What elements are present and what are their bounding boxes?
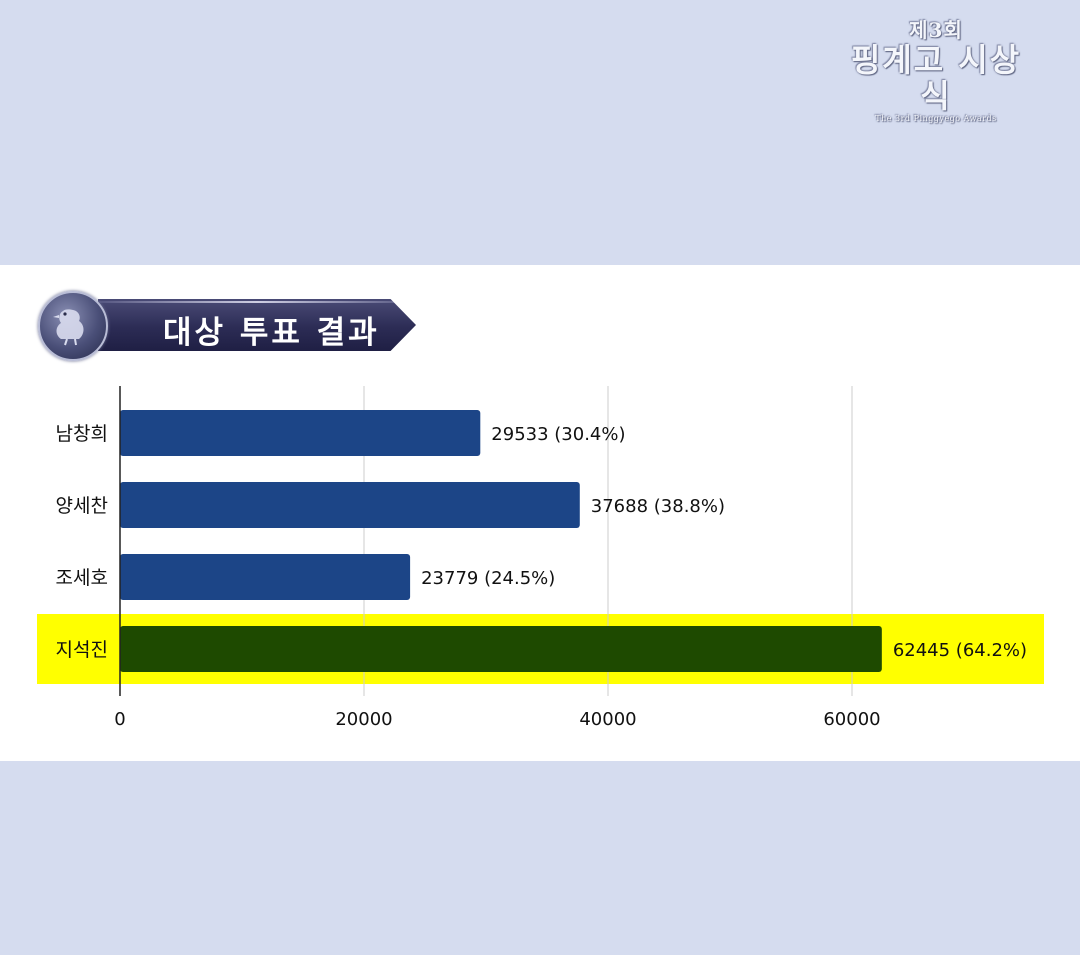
chart-title-badge: 대상 투표 결과 [38,291,416,361]
bar [120,626,882,672]
logo-edition: 제3회 [909,18,963,42]
category-label: 지석진 [56,639,108,661]
bar [120,410,481,456]
bar [120,554,411,600]
logo: 제3회 핑계고 시상식 The 3rd Pinggyego Awards [836,18,1036,124]
x-tick-label: 60000 [823,709,880,730]
pigeon-emblem-icon [38,291,108,361]
category-label: 남창희 [56,423,108,445]
value-label: 37688 (38.8%) [591,496,725,517]
logo-subtitle: The 3rd Pinggyego Awards [875,114,997,123]
value-label: 62445 (64.2%) [893,640,1027,661]
bar [120,482,580,528]
category-label: 조세호 [56,567,108,589]
chart-title: 대상 투표 결과 [163,315,380,351]
value-label: 29533 (30.4%) [491,424,625,445]
x-tick-label: 0 [114,709,125,730]
logo-title: 핑계고 시상식 [850,41,1022,115]
x-tick-label: 20000 [335,709,392,730]
x-tick-label: 40000 [579,709,636,730]
title-ribbon [98,299,416,351]
category-label: 양세찬 [56,495,108,517]
value-label: 23779 (24.5%) [421,568,555,589]
